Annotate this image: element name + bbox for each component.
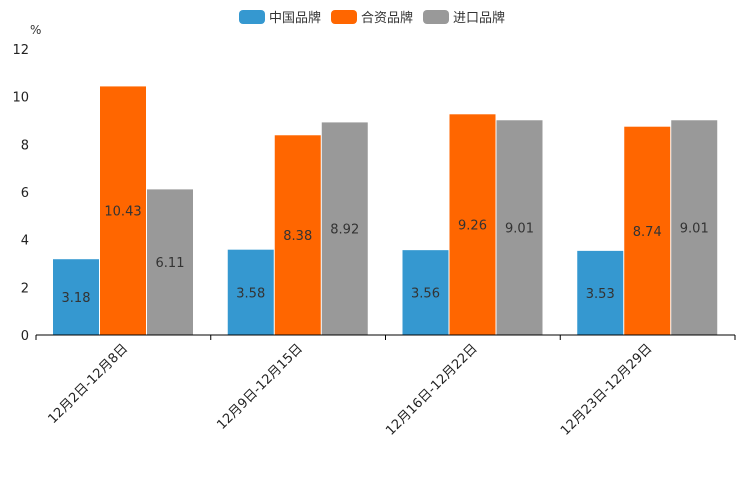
y-tick-label: 10 <box>12 91 29 106</box>
legend-label-china: 中国品牌 <box>268 11 321 26</box>
bar[interactable] <box>321 122 368 335</box>
bar[interactable] <box>496 120 543 336</box>
legend-label-joint: 合资品牌 <box>360 11 413 26</box>
legend-swatch-import <box>423 9 449 24</box>
x-axis-ticks: 12月2日-12月8日 12月9日-12月15日 12月16日-12月22日 12月2… <box>35 335 736 439</box>
data-label: 3.53 <box>586 287 615 302</box>
legend-swatch-china <box>238 9 265 24</box>
data-label: 9.01 <box>505 222 534 237</box>
x-tick-label: 12月9日-12月15日 <box>214 341 306 433</box>
y-tick-label: 8 <box>21 138 29 153</box>
bar[interactable] <box>402 250 449 335</box>
bars <box>53 86 718 336</box>
bar[interactable] <box>577 250 624 335</box>
legend: 中国品牌 合资品牌 进口品牌 <box>0 7 744 26</box>
data-label: 3.58 <box>236 286 265 301</box>
y-tick-label: 6 <box>21 186 29 201</box>
bar[interactable] <box>100 86 146 335</box>
x-tick-label: 12月2日-12月8日 <box>45 341 131 427</box>
bar[interactable] <box>624 126 671 336</box>
legend-item-china[interactable]: 中国品牌 <box>238 7 321 26</box>
bar[interactable] <box>53 259 99 335</box>
bar[interactable] <box>227 249 274 335</box>
x-tick-label: 12月16日-12月22日 <box>383 341 480 438</box>
y-tick-label: 4 <box>21 234 29 249</box>
data-label: 9.26 <box>458 219 487 234</box>
legend-swatch-joint <box>330 9 357 24</box>
y-tick-label: 12 <box>12 43 29 58</box>
data-label: 8.92 <box>330 223 359 238</box>
data-label: 8.74 <box>633 225 662 240</box>
legend-label-import: 进口品牌 <box>453 11 506 26</box>
legend-item-joint[interactable]: 合资品牌 <box>330 7 413 26</box>
bar[interactable] <box>274 135 321 335</box>
x-tick-label: 12月23日-12月29日 <box>558 341 655 438</box>
y-axis-unit: % <box>30 23 41 37</box>
data-label: 10.43 <box>104 205 141 220</box>
bar[interactable] <box>449 114 496 335</box>
data-label: 3.18 <box>62 291 91 306</box>
data-label: 3.56 <box>411 287 440 302</box>
y-tick-label: 2 <box>21 281 29 296</box>
legend-item-import[interactable]: 进口品牌 <box>423 7 505 26</box>
data-label: 9.01 <box>680 222 709 237</box>
bar[interactable] <box>147 189 193 335</box>
bar[interactable] <box>671 120 718 336</box>
data-labels: 3.18 10.43 6.11 3.58 8.38 8.92 3.56 9.26 9.01 3.5… <box>62 205 709 306</box>
data-label: 6.11 <box>156 256 185 271</box>
data-label: 8.38 <box>283 229 312 244</box>
y-tick-label: 0 <box>21 329 29 344</box>
y-axis-ticks: 0 2 4 6 8 10 12 <box>12 43 29 344</box>
